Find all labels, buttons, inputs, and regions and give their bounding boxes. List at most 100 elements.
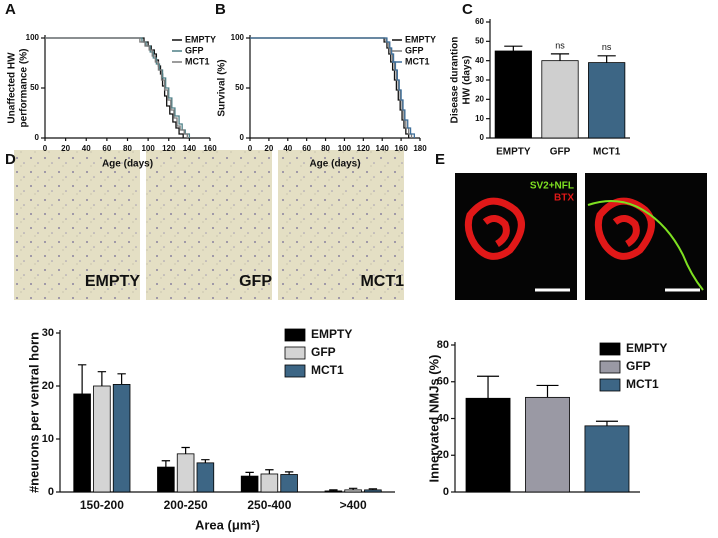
y-tick-label: 20 (475, 94, 484, 103)
x-tick-label: EMPTY (496, 147, 531, 158)
y-tick-label: 30 (42, 327, 54, 339)
y-tick-label: 0 (480, 133, 485, 142)
y-tick-label: 0 (35, 133, 40, 142)
panel-label: D (5, 151, 16, 168)
error-bar (595, 420, 618, 426)
error-bar (504, 45, 523, 51)
y-tick-label: 20 (42, 380, 54, 392)
y-axis-label: Innervated NMJs (%) (426, 355, 441, 483)
y-axis-label: Survival (%) (217, 59, 228, 116)
nmj-images (455, 173, 707, 300)
bar (541, 60, 579, 139)
x-tick-label: 150-200 (80, 498, 124, 512)
x-tick-label: 80 (321, 144, 330, 153)
x-axis-label: Age (days) (102, 159, 153, 170)
x-tick-label: 60 (302, 144, 311, 153)
bar (176, 453, 195, 493)
bar-annotation: ns (602, 42, 612, 52)
error-bar (201, 459, 210, 463)
x-tick-label: 140 (376, 144, 390, 153)
y-tick-label: 50 (475, 36, 484, 45)
image (146, 150, 272, 300)
panel-label: A (5, 1, 16, 18)
x-tick-label: 120 (162, 144, 176, 153)
bar (494, 50, 532, 139)
error-bar (284, 471, 294, 475)
x-tick-label: 200-250 (164, 498, 208, 512)
bar (364, 489, 382, 493)
bar (240, 475, 259, 493)
y-axis-label: Disease durantion (450, 37, 461, 124)
bar (260, 473, 279, 493)
y-axis-label: HW (days) (462, 56, 473, 105)
image (278, 150, 404, 300)
legend-label: EMPTY (311, 327, 352, 341)
y-tick-label: 0 (443, 486, 449, 498)
legend-label: GFP (311, 345, 336, 359)
y-tick-label: 40 (437, 412, 449, 424)
x-tick-label: >400 (340, 498, 367, 512)
y-axis-label: performance (%) (19, 49, 30, 128)
y-tick-label: 100 (231, 33, 245, 42)
error-bar (477, 375, 500, 399)
bar (73, 393, 91, 493)
bar (324, 490, 343, 493)
x-tick-label: 20 (61, 144, 70, 153)
bar (280, 474, 298, 493)
x-tick-label: 0 (43, 144, 48, 153)
image-label: SV2+NFL (530, 181, 574, 192)
error-bar (161, 460, 171, 468)
y-tick-label: 50 (235, 83, 244, 92)
bar (112, 384, 131, 493)
legend-label: GFP (405, 45, 424, 55)
x-tick-label: 80 (123, 144, 132, 153)
y-tick-label: 100 (26, 33, 40, 42)
btx-stain (464, 197, 525, 260)
x-tick-label: 40 (283, 144, 292, 153)
survival-curve (45, 37, 191, 138)
survival-curve (45, 37, 184, 138)
x-tick-label: 140 (183, 144, 197, 153)
image-label: BTX (554, 193, 574, 204)
y-tick-label: 60 (475, 17, 484, 26)
error-bar (117, 373, 126, 385)
y-tick-label: 20 (437, 449, 449, 461)
legend-label: MCT1 (311, 363, 344, 377)
panel-label: E (435, 151, 445, 168)
bar (588, 62, 626, 139)
bar (93, 385, 111, 493)
bar (157, 466, 175, 493)
error-bar (265, 469, 274, 474)
y-tick-label: 40 (475, 56, 484, 65)
legend-label: MCT1 (405, 56, 430, 66)
legend-label: EMPTY (405, 34, 436, 44)
survival-curve (45, 37, 188, 138)
y-tick-label: 0 (48, 486, 54, 498)
y-tick-label: 60 (437, 376, 449, 388)
legend-swatch (284, 364, 306, 378)
survival-curve (250, 37, 410, 138)
x-axis-label: Age (days) (309, 159, 360, 170)
image-label: EMPTY (85, 273, 140, 290)
legend-swatch (284, 346, 306, 360)
bar (196, 462, 215, 493)
y-axis-label: #neurons per ventral horn (26, 332, 41, 493)
error-bar (536, 384, 559, 398)
error-bar (348, 487, 358, 490)
error-bar (77, 364, 87, 394)
y-tick-label: 10 (42, 433, 54, 445)
x-tick-label: 20 (264, 144, 273, 153)
x-tick-label: 250-400 (247, 498, 291, 512)
survival-curve (250, 37, 415, 138)
x-axis-label: Area (μm²) (195, 517, 260, 532)
btx-stain (594, 197, 655, 260)
legend-label: EMPTY (185, 34, 216, 44)
x-tick-label: 0 (248, 144, 253, 153)
image-label: GFP (239, 273, 272, 290)
y-tick-label: 50 (30, 83, 39, 92)
error-bar (550, 53, 570, 61)
x-tick-label: GFP (550, 147, 571, 158)
x-tick-label: 160 (203, 144, 217, 153)
